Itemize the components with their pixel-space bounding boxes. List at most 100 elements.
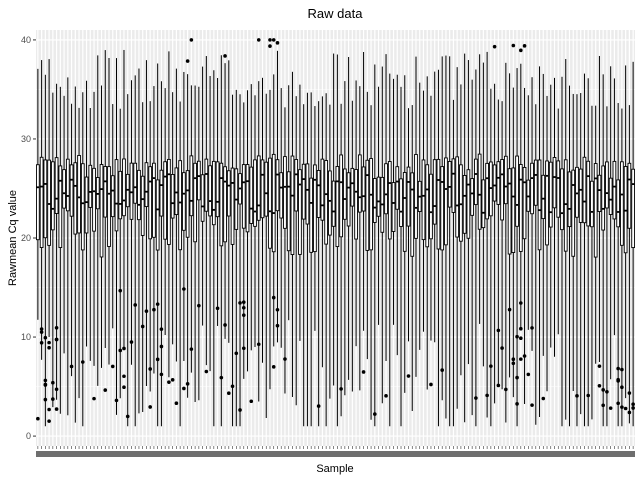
box-body	[447, 161, 452, 208]
outlier-point	[92, 396, 96, 401]
outlier-point	[103, 388, 108, 392]
outlier-point	[474, 396, 478, 400]
outlier-point	[167, 380, 171, 384]
outlier-point	[182, 287, 186, 291]
outlier-point	[275, 41, 280, 45]
box-body	[605, 161, 609, 209]
outlier-point	[530, 403, 534, 407]
box-body	[328, 170, 332, 236]
box-body	[50, 161, 55, 231]
box-body	[92, 167, 96, 232]
box-body	[357, 154, 362, 213]
box-body	[47, 159, 51, 246]
box-body	[459, 164, 463, 242]
box-body	[522, 166, 527, 240]
box-body	[548, 161, 553, 228]
box-body	[462, 175, 467, 234]
outlier-point	[384, 394, 388, 398]
outlier-point	[620, 367, 624, 372]
box-body	[200, 174, 205, 222]
box-body	[286, 171, 291, 252]
box-body	[77, 155, 81, 234]
y-axis-label: Rawmean Cq value	[7, 190, 19, 286]
y-tick-label: 30	[21, 134, 31, 144]
box-body	[320, 158, 325, 221]
box-body	[271, 153, 276, 253]
box-body	[627, 162, 632, 229]
outlier-point	[271, 365, 276, 369]
box-body	[279, 172, 284, 219]
box-body	[545, 160, 549, 246]
outlier-point	[489, 364, 493, 368]
outlier-point	[129, 340, 134, 344]
outlier-point	[51, 380, 55, 385]
box-body	[511, 167, 516, 253]
outlier-point	[238, 301, 242, 305]
box-body	[620, 161, 624, 246]
box-body	[58, 165, 63, 248]
outlier-point	[227, 391, 231, 396]
box-body	[552, 157, 557, 209]
outlier-points	[36, 38, 635, 423]
box-body	[387, 161, 392, 240]
box-body	[309, 177, 314, 253]
outlier-point	[182, 386, 186, 391]
outlier-point	[219, 375, 224, 380]
box-body	[159, 169, 164, 217]
box-body	[54, 157, 59, 214]
box-body	[503, 155, 508, 205]
outlier-point	[631, 402, 635, 407]
box-body	[196, 160, 201, 201]
outlier-point	[185, 382, 190, 386]
box-body	[62, 169, 66, 209]
box-body	[485, 162, 489, 220]
outlier-point	[605, 390, 609, 394]
outlier-point	[47, 419, 51, 423]
box-body	[537, 159, 542, 251]
outlier-point	[159, 327, 164, 331]
box-body	[316, 170, 321, 218]
box-body	[204, 158, 209, 212]
outlier-point	[170, 378, 175, 382]
box-body	[496, 161, 501, 205]
box-body	[114, 159, 119, 232]
outlier-point	[204, 369, 209, 374]
box-body	[73, 162, 78, 235]
box-body	[245, 164, 250, 233]
outlier-point	[47, 340, 51, 345]
outlier-point	[616, 401, 620, 406]
outlier-point	[283, 357, 287, 361]
outlier-point	[122, 374, 126, 379]
box-body	[436, 158, 441, 250]
box-body	[163, 161, 168, 240]
outlier-point	[223, 54, 227, 58]
box-body	[313, 164, 317, 253]
outlier-point	[39, 330, 44, 334]
y-tick-label: 10	[21, 332, 31, 342]
box-body	[533, 159, 538, 206]
outlier-point	[43, 335, 48, 340]
box-body	[65, 158, 70, 212]
box-body	[402, 172, 407, 252]
outlier-point	[140, 324, 145, 329]
outlier-point	[507, 307, 512, 312]
box-body	[230, 167, 235, 245]
box-body	[39, 156, 44, 248]
outlier-point	[241, 300, 246, 304]
outlier-point	[601, 403, 605, 408]
outlier-point	[133, 303, 138, 307]
outlier-point	[275, 323, 280, 328]
box-body	[122, 158, 126, 217]
box-body	[451, 158, 456, 213]
box-body	[211, 160, 216, 226]
outlier-point	[54, 407, 59, 411]
outlier-point	[144, 309, 149, 313]
box-body	[268, 157, 272, 249]
box-body	[575, 166, 579, 218]
outlier-point	[339, 387, 343, 391]
outlier-point	[271, 295, 276, 300]
box-body	[399, 178, 403, 227]
outlier-point	[519, 301, 523, 305]
chart-title: Raw data	[308, 6, 364, 21]
box-body	[567, 171, 572, 228]
